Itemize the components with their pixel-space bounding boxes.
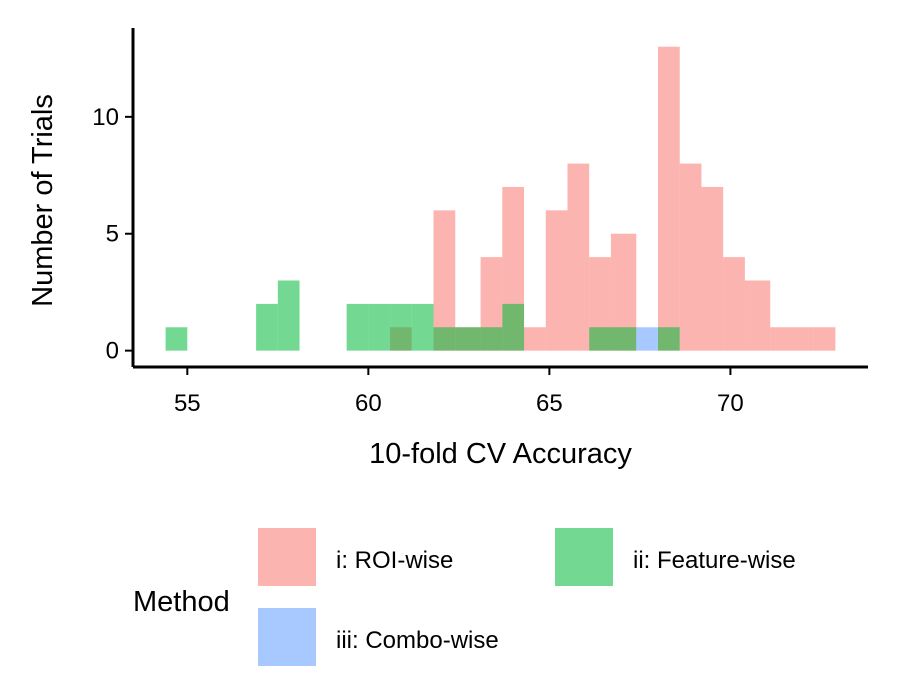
bar-i-roi-wise-16	[791, 327, 814, 351]
bar-i-roi-wise-6	[545, 210, 568, 351]
bar-ii-feature-wise-7	[433, 327, 456, 351]
x-tick-label-70: 70	[717, 390, 744, 417]
bar-i-roi-wise-13	[723, 257, 745, 351]
x-tick-label-65: 65	[536, 390, 563, 417]
bar-ii-feature-wise-13	[658, 327, 680, 351]
bars-layer	[165, 46, 836, 351]
bar-ii-feature-wise-0	[165, 327, 188, 351]
legend-swatch-i-roi-wise	[258, 528, 316, 586]
y-tick-label-5: 5	[106, 221, 119, 248]
bar-ii-feature-wise-2	[277, 280, 300, 351]
bar-i-roi-wise-17	[813, 327, 836, 351]
bar-iii-combo-wise-0	[636, 327, 658, 351]
legend-label-ii-feature-wise: ii: Feature-wise	[633, 547, 796, 574]
legend-label-i-roi-wise: i: ROI-wise	[336, 547, 453, 574]
ticks-layer: 55 60 65 70 0 5 10	[92, 104, 743, 417]
bar-ii-feature-wise-10	[502, 303, 525, 351]
legend-title: Method	[133, 586, 230, 618]
y-tick-label-10: 10	[92, 104, 119, 131]
bar-i-roi-wise-15	[770, 327, 792, 351]
bar-i-roi-wise-11	[679, 163, 702, 351]
bar-ii-feature-wise-12	[610, 327, 637, 351]
bar-i-roi-wise-1	[433, 210, 456, 351]
bar-i-roi-wise-7	[567, 163, 590, 351]
bar-ii-feature-wise-11	[589, 327, 611, 351]
bar-i-roi-wise-14	[744, 280, 771, 351]
bar-i-roi-wise-12	[701, 186, 724, 351]
bar-ii-feature-wise-6	[411, 303, 434, 351]
legend-label-iii-combo-wise: iii: Combo-wise	[336, 627, 499, 654]
bar-ii-feature-wise-4	[368, 303, 391, 351]
bar-ii-feature-wise-8	[455, 327, 481, 351]
axes-layer	[131, 28, 868, 369]
bar-ii-feature-wise-5	[390, 303, 412, 351]
bar-ii-feature-wise-1	[256, 303, 278, 351]
x-tick-label-55: 55	[174, 390, 201, 417]
x-axis-title: 10-fold CV Accuracy	[369, 438, 632, 470]
legend-swatch-ii-feature-wise	[555, 528, 613, 586]
bar-i-roi-wise-5	[524, 327, 546, 351]
legend-swatch-iii-combo-wise	[258, 608, 316, 666]
bar-ii-feature-wise-9	[480, 327, 503, 351]
x-tick-label-60: 60	[355, 390, 382, 417]
bar-i-roi-wise-10	[658, 46, 680, 351]
legend: Method i: ROI-wise ii: Feature-wise iii: C…	[133, 528, 796, 666]
y-tick-label-0: 0	[106, 338, 119, 365]
bar-ii-feature-wise-3	[346, 303, 369, 351]
legend-items: i: ROI-wise ii: Feature-wise iii: Combo-wi…	[258, 528, 796, 666]
y-axis-title: Number of Trials	[27, 94, 59, 307]
